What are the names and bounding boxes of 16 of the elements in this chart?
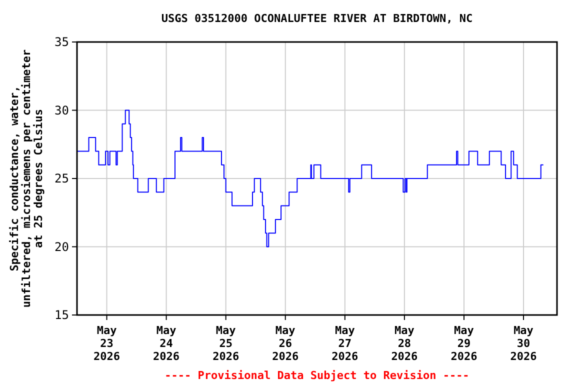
x-tick-label: May 30 2026 [510, 324, 538, 363]
y-tick-label: 15 [54, 308, 69, 322]
y-tick-label: 35 [54, 35, 69, 50]
y-tick-label: 30 [54, 103, 69, 118]
x-tick-label: May 25 2026 [212, 324, 240, 363]
y-axis-title: Specific conductance, water, unfiltered, microsiemens per centimeter at 25 degrees Celsius [8, 48, 45, 308]
text: ---- Provisional Data Subject to Revision ---- [164, 369, 470, 382]
y-tick-label: 25 [54, 172, 69, 186]
x-tick-label: May 27 2026 [332, 324, 359, 363]
x-tick-label: May 26 2026 [272, 324, 299, 363]
x-tick-label: May 23 2026 [94, 324, 120, 363]
chart-title: USGS 03512000 OCONALUFTEE RIVER AT BIRDTOWN, NC [161, 12, 473, 25]
x-tick-label: May 24 2026 [153, 324, 180, 363]
x-tick-label: May 28 2026 [391, 324, 418, 363]
x-tick-label: May 29 2026 [450, 324, 478, 363]
y-tick-label: 20 [54, 240, 69, 254]
